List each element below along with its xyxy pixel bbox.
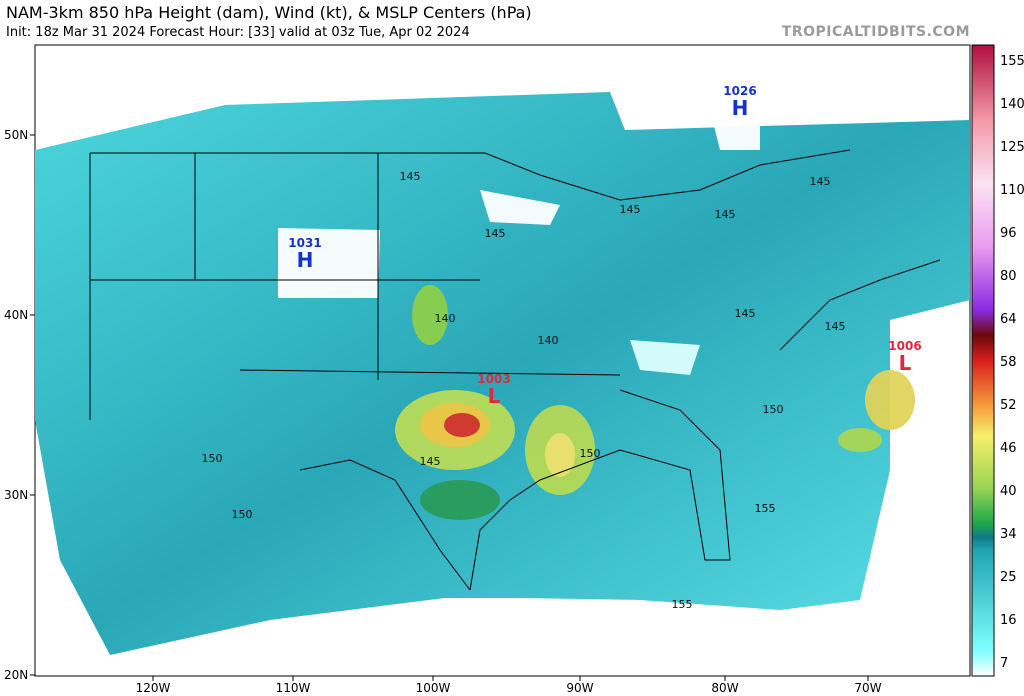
longitude-label: 70W [854,681,881,695]
colorbar-label: 25 [1000,570,1017,585]
contour-label: 150 [580,447,601,460]
contour-label: 145 [420,455,441,468]
pressure-value: 1006 [888,339,921,353]
latitude-label: 30N [4,488,28,502]
contour-label: 145 [810,175,831,188]
colorbar-label: 16 [1000,613,1017,628]
map-subtitle: Init: 18z Mar 31 2024 Forecast Hour: [33… [6,25,470,40]
map-title: NAM-3km 850 hPa Height (dam), Wind (kt),… [6,3,532,22]
colorbar-label: 155 [1000,54,1024,69]
colorbar-label: 46 [1000,441,1017,456]
contour-label: 150 [232,508,253,521]
contour-label: 145 [735,307,756,320]
brand: TROPICALTIDBITS.COM [781,24,970,40]
contour-label: 145 [620,203,641,216]
longitude-label: 100W [416,681,451,695]
contour-label: 155 [672,598,693,611]
pressure-letter: L [899,351,912,375]
pressure-letter: H [732,96,749,120]
contour-label: 140 [538,334,559,347]
colorbar-label: 80 [1000,269,1017,284]
colorbar-label: 7 [1000,656,1008,671]
contour-label: 155 [755,502,776,515]
colorbar-label: 58 [1000,355,1017,370]
latitude-label: 50N [4,128,28,142]
longitude-label: 80W [711,681,738,695]
borders [89,149,941,591]
contour-label: 145 [400,170,421,183]
colorbar-label: 125 [1000,140,1024,155]
colorbar-label: 34 [1000,527,1017,542]
pressure-value: 1031 [288,236,321,250]
longitude-label: 90W [566,681,593,695]
contour-label: 150 [763,403,784,416]
colorbar-label: 64 [1000,312,1017,327]
contour-label: 145 [485,227,506,240]
colorbar-label: 40 [1000,484,1017,499]
colorbar-label: 110 [1000,183,1024,198]
latitude-label: 40N [4,308,28,322]
colorbar-label: 52 [1000,398,1017,413]
colorbar-label: 96 [1000,226,1017,241]
colorbar-label: 140 [1000,97,1024,112]
contour-label: 140 [435,312,456,325]
contour-label: 145 [825,320,846,333]
pressure-letter: L [488,384,501,408]
longitude-label: 110W [276,681,311,695]
pressure-value: 1003 [477,372,510,386]
pressure-letter: H [297,248,314,272]
latitude-label: 20N [4,668,28,682]
colorbar [971,44,995,677]
contour-label: 145 [715,208,736,221]
longitude-label: 120W [136,681,171,695]
pressure-value: 1026 [723,84,756,98]
contour-label: 150 [202,452,223,465]
